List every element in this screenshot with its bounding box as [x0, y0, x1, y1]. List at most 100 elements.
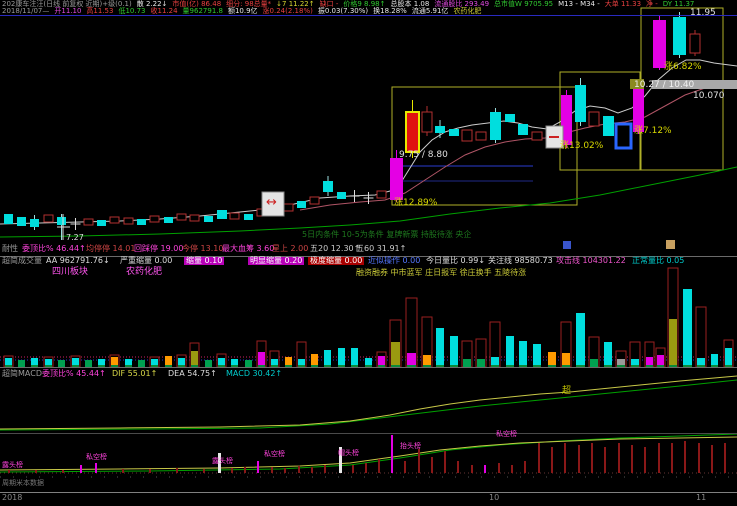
rank-bar	[271, 467, 273, 473]
volume-bar-base	[683, 365, 692, 367]
volume-bar-base	[711, 365, 718, 367]
candle-down-red	[109, 216, 120, 224]
volume-bar	[391, 342, 400, 367]
volume-bar-base	[491, 365, 499, 367]
volume-bar-base	[506, 365, 514, 367]
volume-bar-base	[165, 365, 172, 367]
volume-bar-base	[191, 365, 198, 367]
volume-bar	[548, 352, 556, 367]
rank-bar	[231, 468, 233, 473]
rank-bar	[444, 451, 446, 473]
header-token: 换18.28%	[373, 7, 407, 15]
rank-bar	[80, 465, 82, 473]
volume-bar-base	[604, 365, 612, 367]
candle-down-red	[309, 196, 320, 205]
rank-bar	[149, 469, 151, 473]
header-token: 2018/11/07—	[2, 7, 50, 15]
candle-down-red	[376, 190, 387, 199]
pane-button-tan[interactable]	[666, 240, 675, 249]
rank-bar	[339, 447, 342, 473]
candle-down-red	[83, 218, 94, 226]
candle-up-cyan	[490, 112, 501, 140]
rank-bar	[604, 447, 606, 473]
candle-up-cyan	[30, 219, 39, 227]
candle-surge-magenta	[390, 158, 403, 200]
candle-up-cyan	[4, 214, 13, 224]
volume-bar-base	[646, 365, 653, 367]
volume-bar-base	[391, 365, 400, 367]
rank-bar	[551, 447, 553, 473]
rank-bar	[724, 443, 726, 473]
pane-separator-3	[0, 433, 737, 434]
volume-bar	[271, 359, 278, 367]
candle-up-cyan	[297, 201, 306, 208]
header-token: DY 11.37	[662, 0, 695, 8]
header-token: 农药化肥	[453, 7, 482, 15]
candle-down-red	[176, 213, 187, 221]
volume-bar	[58, 360, 65, 367]
candle-down-red	[421, 111, 433, 133]
volume-bar	[378, 356, 385, 367]
volume-bar	[178, 358, 185, 367]
header-token: 收11.24	[150, 7, 178, 15]
candle-down-red	[689, 33, 701, 54]
rank-bar	[257, 461, 259, 473]
rank-bar	[524, 461, 526, 473]
pane-button-blue[interactable]	[563, 241, 571, 249]
volume-bar	[72, 358, 79, 367]
candle-up-cyan	[505, 114, 515, 122]
rank-bar	[324, 465, 326, 473]
volume-bar	[407, 353, 416, 367]
volume-bar-base	[218, 365, 225, 367]
rank-bar	[498, 463, 500, 473]
candle-up-cyan	[164, 217, 173, 223]
price-ruler-band	[652, 80, 737, 89]
volume-bar	[477, 359, 485, 367]
candle-up-cyan	[449, 129, 459, 136]
volume-bar	[697, 358, 705, 367]
volume-bar	[562, 353, 570, 367]
volume-bar-base	[697, 365, 705, 367]
candle-up-cyan	[323, 181, 333, 192]
candle-up-cyan	[17, 217, 26, 226]
volume-bar-base	[351, 365, 358, 367]
rank-bar	[564, 443, 566, 473]
rank-bar	[35, 470, 37, 473]
volume-bar-base	[285, 365, 292, 367]
rank-bar	[684, 441, 686, 473]
volume-bar	[711, 354, 718, 367]
volume-bar	[725, 348, 732, 367]
volume-bar-base	[365, 365, 372, 367]
candle-down-red	[588, 111, 600, 127]
volume-bar	[646, 357, 653, 367]
rank-bar	[391, 435, 393, 473]
volume-bar	[604, 342, 612, 367]
header-token: 总市值W 9705.95	[494, 0, 554, 8]
candle-down-red	[475, 131, 487, 141]
volume-bar	[617, 359, 625, 367]
candle-up-cyan	[435, 126, 445, 133]
volume-bar-base	[548, 365, 556, 367]
volume-bar	[450, 336, 458, 367]
rank-yellow-line	[0, 436, 737, 471]
candle-up-cyan	[518, 124, 528, 135]
candle-up-cyan	[673, 17, 686, 55]
volume-bar	[657, 355, 664, 367]
header-token: 价格9 8.98↑	[343, 0, 386, 8]
rank-bar	[352, 465, 354, 473]
volume-bar-base	[533, 365, 541, 367]
volume-bar-base	[450, 365, 458, 367]
rank-bar	[95, 463, 97, 473]
macd-dif-line	[0, 375, 737, 430]
rank-bar	[698, 443, 700, 473]
header-token: 202康车注汪(日线 前复权 近期)+级(0.1)	[2, 0, 132, 8]
rank-bar	[298, 466, 300, 473]
volume-bar-base	[631, 365, 639, 367]
rank-bar	[631, 445, 633, 473]
volume-bar	[491, 357, 499, 367]
header-token: 市值(亿) 86.48	[172, 0, 222, 8]
volume-bar	[111, 357, 118, 367]
volume-bar-base	[407, 365, 416, 367]
header-separator	[0, 15, 737, 16]
